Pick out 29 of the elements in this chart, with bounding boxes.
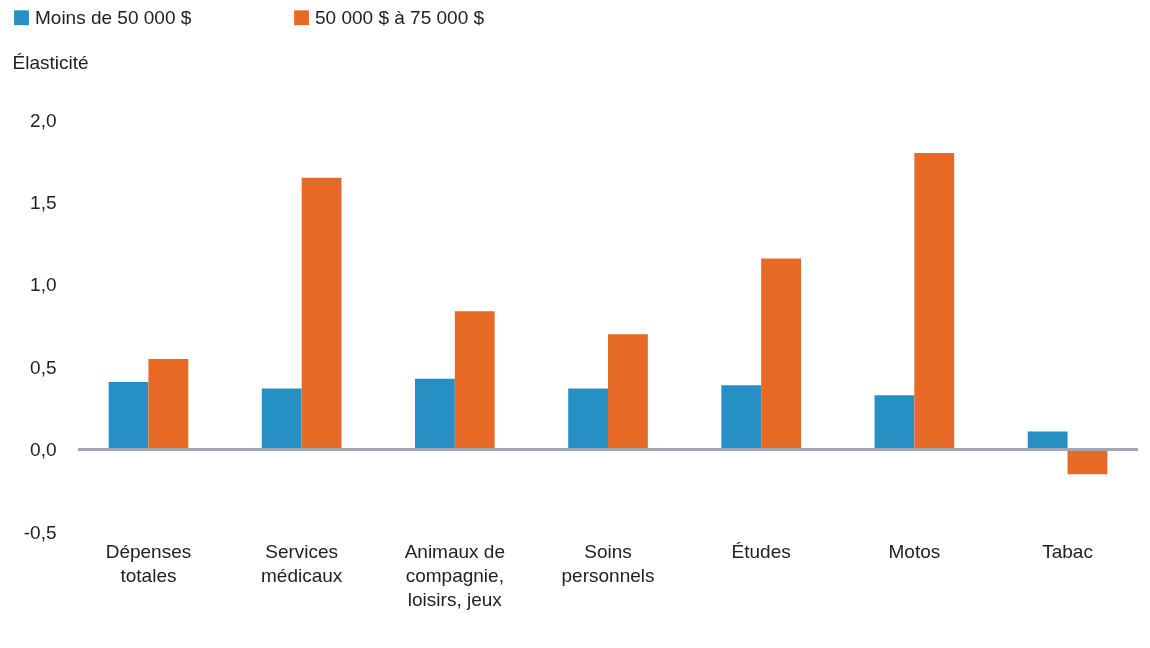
legend-label: 50 000 $ à 75 000 $ xyxy=(315,6,485,28)
bar xyxy=(608,334,648,450)
bar xyxy=(108,382,149,450)
x-tick-label: Motos xyxy=(888,540,941,562)
x-tick-label: Tabac xyxy=(1042,540,1093,562)
bar xyxy=(914,152,955,450)
bar xyxy=(1067,449,1108,475)
y-axis-title: Élasticité xyxy=(12,51,89,73)
bar xyxy=(761,258,802,450)
x-tick-label: Animaux de compagnie, loisirs, jeux xyxy=(404,540,505,610)
bar xyxy=(301,177,342,450)
y-tick-label: 0,5 xyxy=(30,356,57,378)
y-tick-label: 0,0 xyxy=(30,439,57,461)
y-tick-label: 2,0 xyxy=(30,109,57,131)
y-tick-label: 1,5 xyxy=(30,191,57,213)
x-tick-label: Services médicaux xyxy=(260,540,343,586)
x-tick-label: Soins personnels xyxy=(561,540,655,586)
x-tick-label: Dépenses totales xyxy=(105,540,192,586)
legend-label: Moins de 50 000 $ xyxy=(35,6,192,28)
y-tick-label: 1,0 xyxy=(30,274,57,296)
bar xyxy=(261,388,302,450)
bar xyxy=(148,358,189,450)
bar xyxy=(568,388,608,450)
bar xyxy=(414,378,455,450)
bar xyxy=(454,311,495,450)
y-tick-label: -0,5 xyxy=(23,521,57,543)
bar xyxy=(721,385,762,450)
bar xyxy=(874,395,915,450)
x-tick-label: Études xyxy=(731,540,791,562)
